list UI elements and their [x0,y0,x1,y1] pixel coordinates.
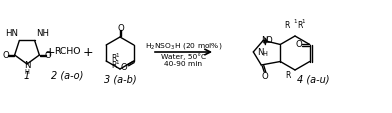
Text: O: O [262,72,269,81]
Text: O: O [2,50,9,59]
Text: O: O [45,50,52,59]
Text: 1: 1 [24,70,30,80]
Text: +: + [83,45,93,58]
Text: RCHO: RCHO [54,46,80,55]
Text: 2 (a-o): 2 (a-o) [51,70,83,80]
Text: N: N [24,61,30,70]
Text: O: O [118,23,124,32]
Text: 3 (a-b): 3 (a-b) [104,73,136,83]
Text: H$_2$NSO$_3$H (20 mol%): H$_2$NSO$_3$H (20 mol%) [145,41,222,51]
Text: 1: 1 [301,18,305,23]
Text: R: R [111,60,116,69]
Text: 4 (a-u): 4 (a-u) [297,74,329,84]
Text: 1: 1 [293,18,296,23]
Text: H: H [25,69,29,75]
Text: R: R [111,53,116,62]
Text: O: O [295,40,302,49]
Text: 1: 1 [115,59,119,64]
Text: R: R [297,20,302,29]
Text: 40-90 min: 40-90 min [164,60,203,66]
Text: 1: 1 [115,52,119,57]
Text: O: O [121,62,128,71]
Text: R: R [285,71,291,80]
Text: NH: NH [36,29,49,38]
Text: O: O [266,35,273,44]
Text: +: + [45,45,55,58]
Text: H: H [262,51,267,56]
Text: HN: HN [5,29,18,38]
Text: Water, 50°C: Water, 50°C [161,53,206,60]
Text: N: N [257,48,264,57]
Text: R: R [285,20,290,29]
Text: N: N [261,35,268,44]
